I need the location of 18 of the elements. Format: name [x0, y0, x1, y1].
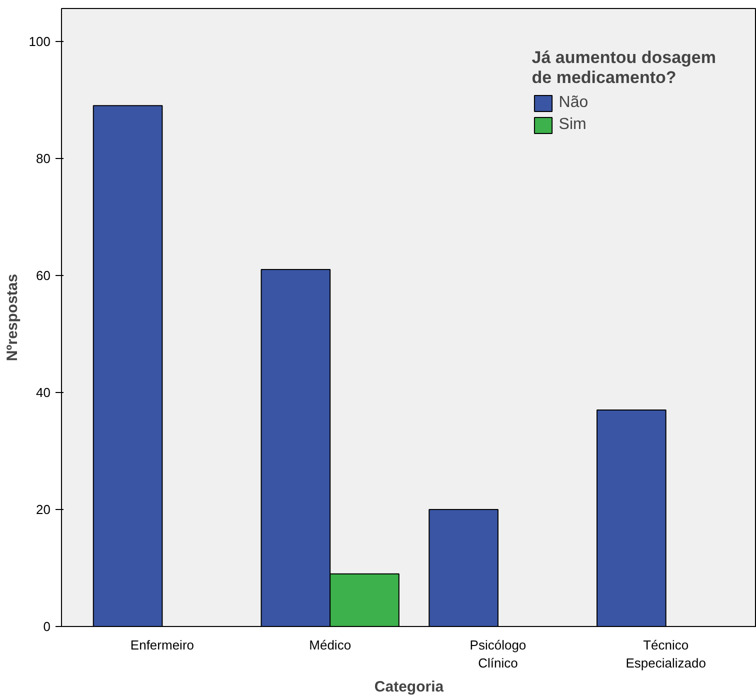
y-tick-label: 0	[43, 619, 51, 634]
bar	[428, 508, 498, 626]
x-tick-label: Enfermeiro	[130, 638, 194, 652]
y-tick-label: 80	[36, 150, 51, 166]
legend-label: Não	[558, 94, 588, 112]
x-tick-label: Médico	[309, 638, 352, 652]
y-tick-label: 60	[36, 268, 51, 283]
bar	[92, 105, 163, 626]
x-axis-title: Categoria	[374, 678, 444, 696]
y-tick-label: 40	[36, 384, 51, 400]
x-tick-label: Técnico Especializado	[626, 638, 706, 670]
y-axis-title: Nºrespostas	[4, 274, 21, 362]
legend-label: Sim	[558, 116, 586, 134]
y-tick-label: 20	[36, 502, 51, 517]
y-tick-label: 100	[28, 34, 51, 49]
bar	[596, 409, 666, 626]
x-tick-label: Psicólogo Clínico	[470, 638, 526, 670]
legend-title: Já aumentou dosagem de medicamento?	[532, 48, 716, 88]
